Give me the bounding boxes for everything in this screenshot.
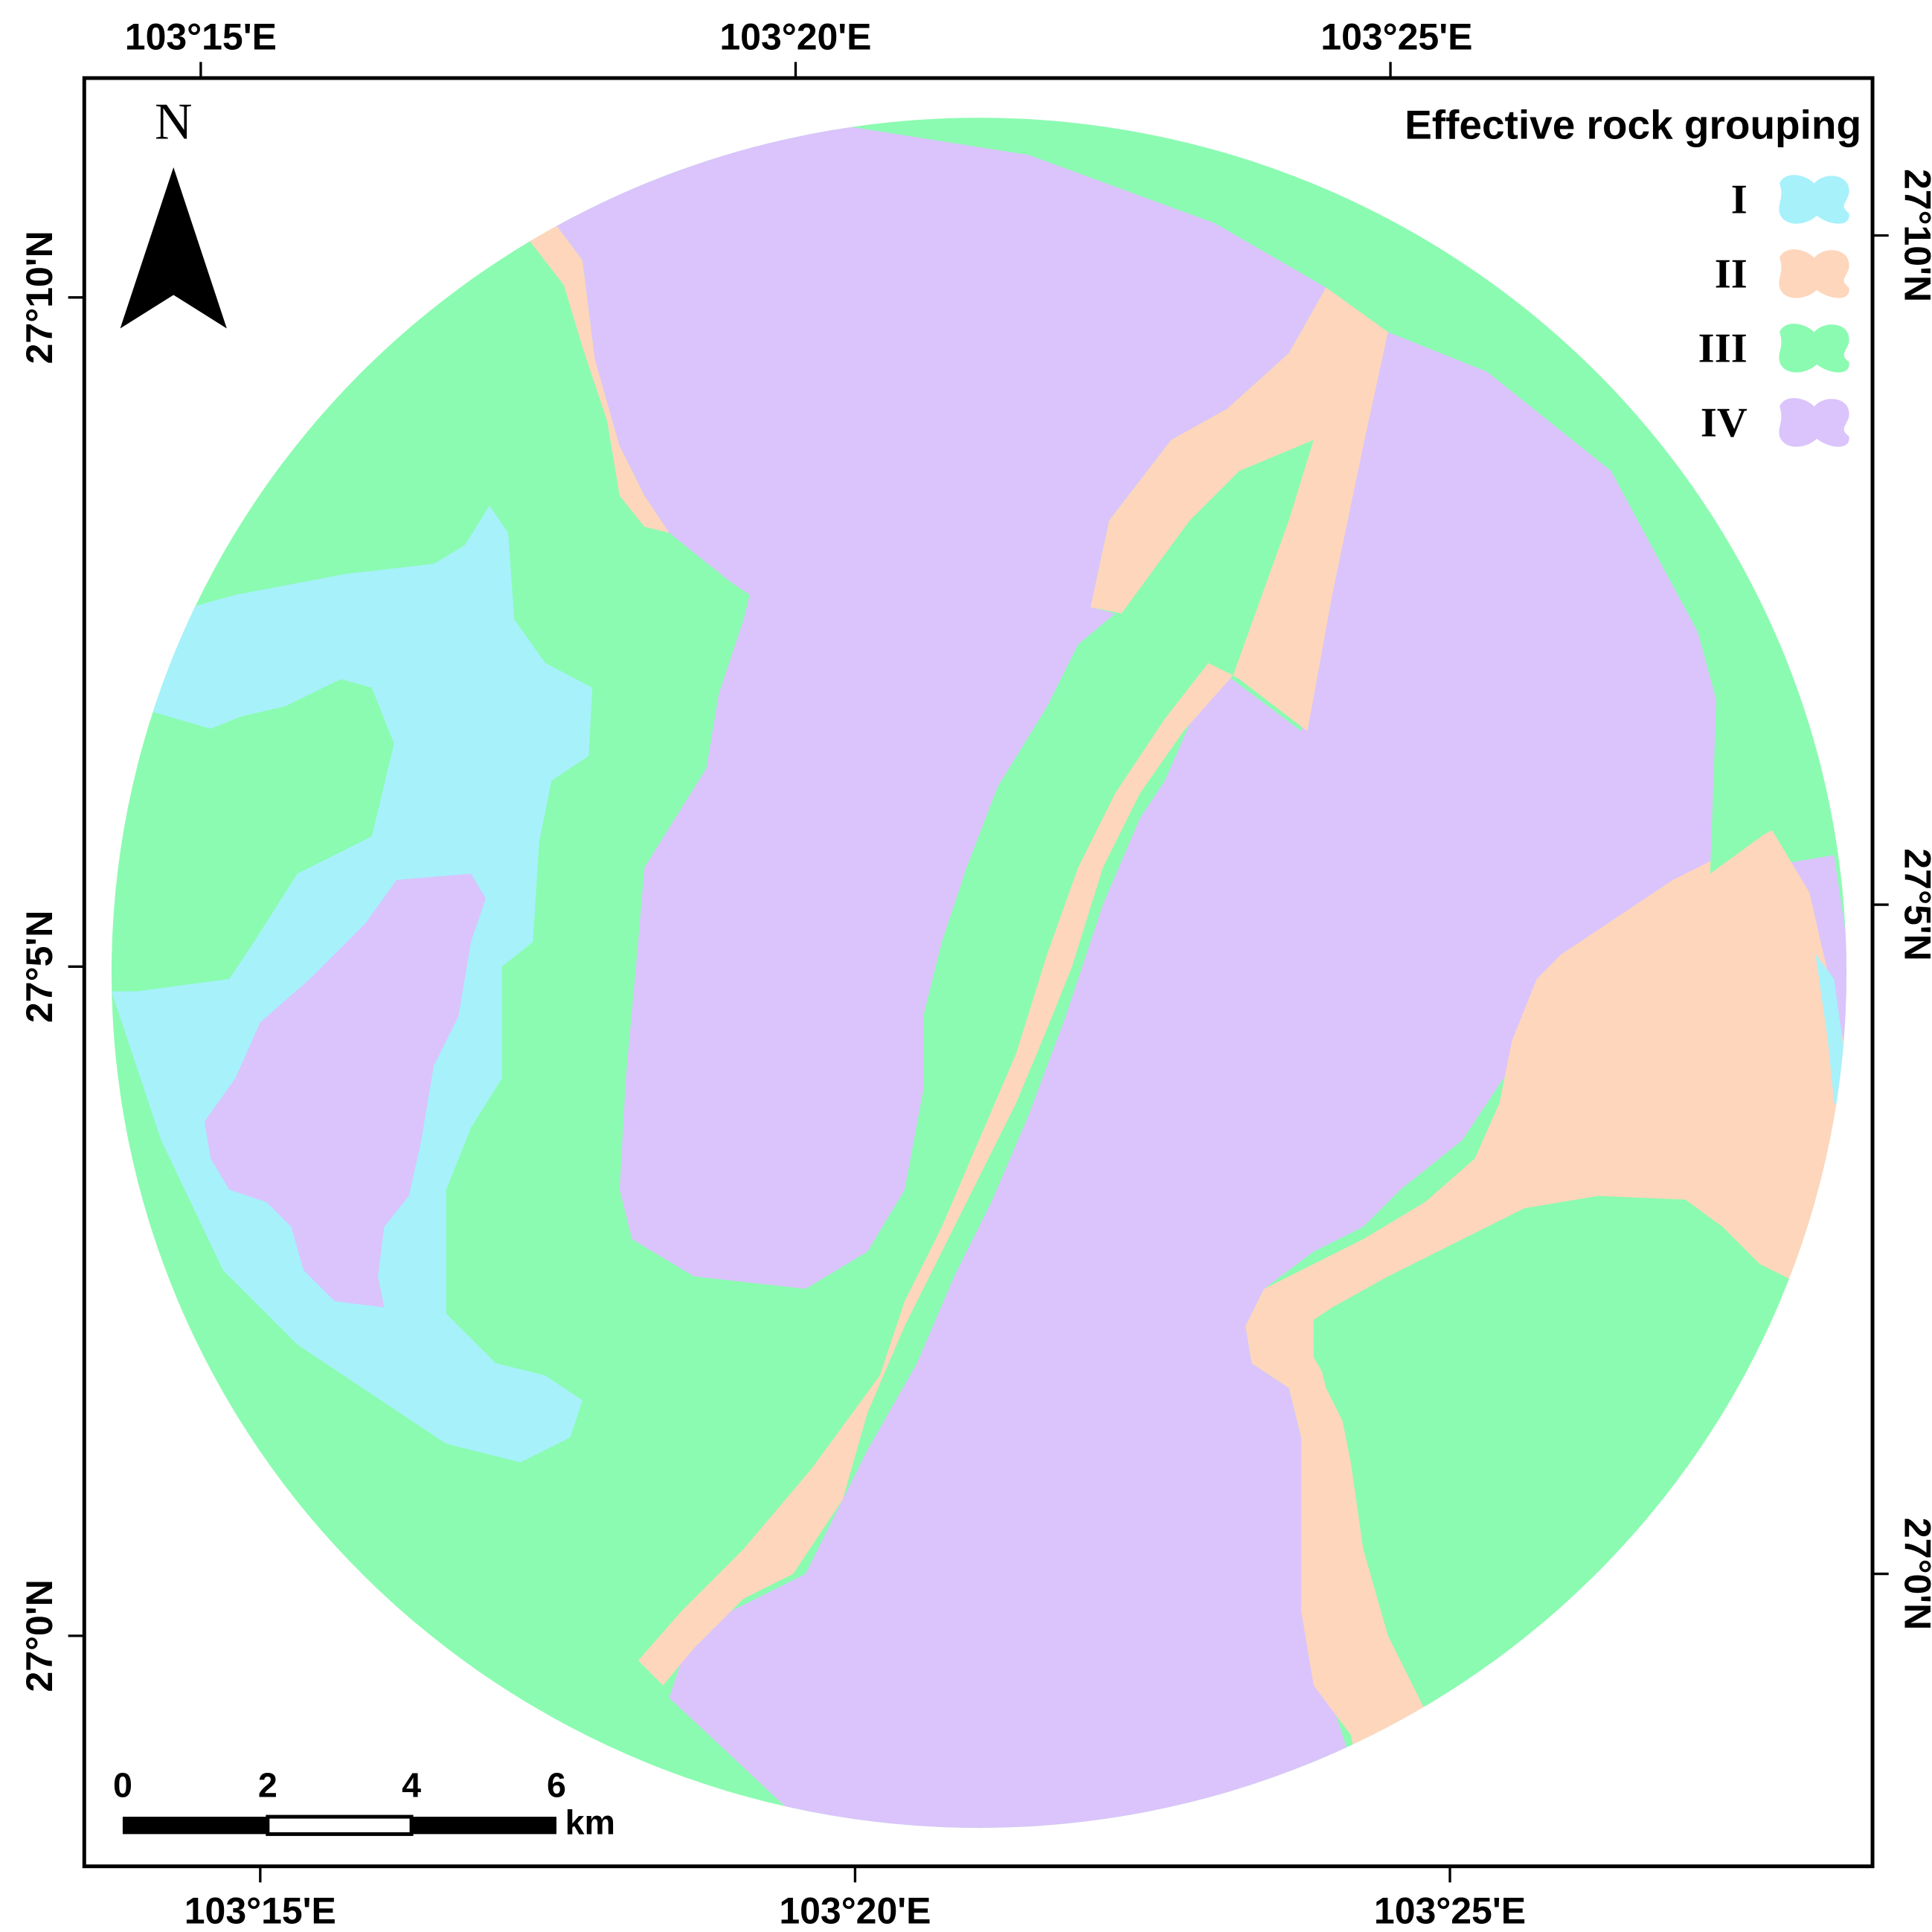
scale-label: 4 [402,1765,421,1804]
north-arrow: N [120,94,227,329]
legend-item-label: I [1731,177,1748,223]
rock-group-ii-area [638,663,1233,1686]
scale-bar-segment [122,1817,268,1835]
rock-group-ii-area [1245,830,1847,1797]
north-arrow-icon [120,167,227,329]
tick-marks [68,62,1889,1883]
left-tick-label: 27°10'N [19,231,60,364]
right-tick-label: 27°10'N [1896,169,1932,302]
scale-label: 2 [258,1765,277,1804]
rock-group-iii-area [1710,700,1779,874]
left-tick-label: 27°0'N [19,1579,60,1692]
legend-item-label: III [1698,325,1748,371]
rock-group-ii-area [1090,287,1388,731]
bottom-tick-label: 103°15'E [184,1890,336,1931]
rock-group-iv-area [507,118,1847,1829]
left-tick-label: 27°5'N [19,911,60,1023]
legend-swatch-ii [1779,249,1849,298]
legend-item-label: IV [1701,399,1748,446]
legend-swatch-iv [1779,398,1849,447]
legend-item-label: II [1715,251,1748,297]
top-tick-label: 103°25'E [1320,16,1472,58]
scale-label: 6 [547,1765,566,1804]
scale-label: 0 [113,1765,132,1804]
right-tick-label: 27°5'N [1896,848,1932,960]
top-tick-label: 103°15'E [125,16,277,58]
scale-bar-segment [411,1817,556,1835]
map-frame [82,76,1875,1869]
scale-unit: km [565,1803,615,1841]
scale-bar: 0 2 4 6 km [113,1765,615,1841]
north-label: N [155,94,193,151]
legend-title: Effective rock grouping [1405,102,1861,148]
legend-swatch-i [1779,175,1849,224]
scale-bar-segment [266,1814,414,1836]
legend-swatch-iii [1779,324,1849,373]
legend: Effective rock grouping I II III IV [1405,102,1861,447]
bottom-tick-label: 103°20'E [779,1890,931,1931]
right-tick-label: 27°0'N [1896,1518,1932,1630]
rock-group-iii-area [1313,1196,1847,1773]
rock-group-iv-area [204,873,486,1308]
top-tick-label: 103°20'E [719,16,871,58]
bottom-tick-label: 103°25'E [1374,1890,1526,1931]
